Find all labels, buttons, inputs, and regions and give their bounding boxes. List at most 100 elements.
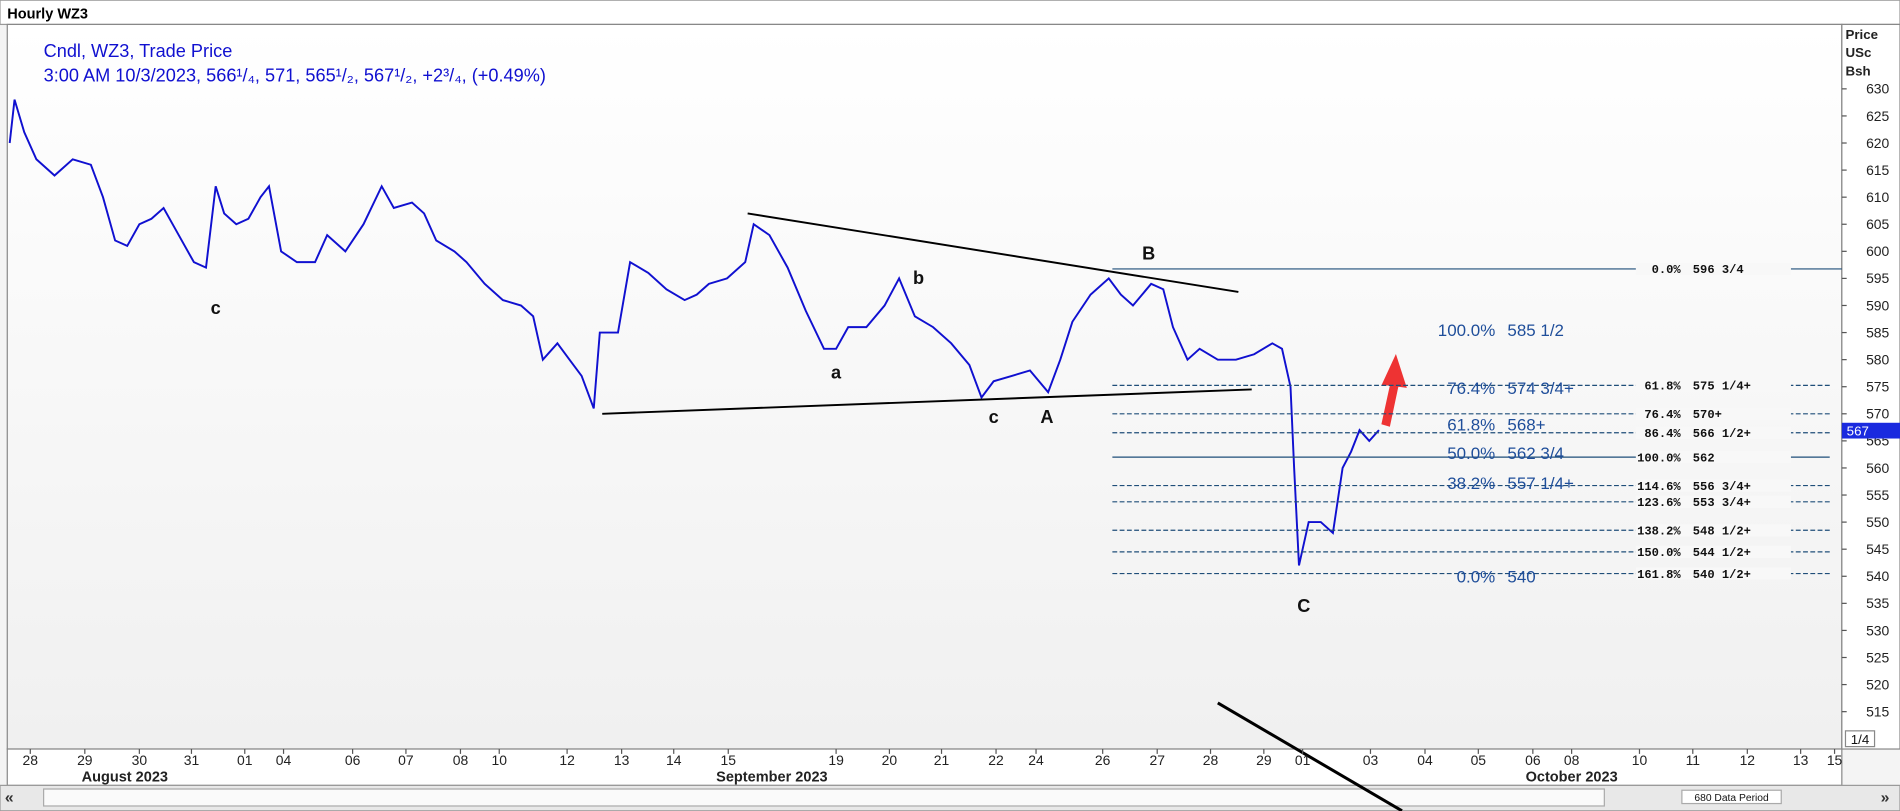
fib-pct: 86.4% [1644, 427, 1681, 441]
zoom-box[interactable] [1844, 730, 1876, 748]
x-tick-label: 12 [559, 752, 575, 768]
fib-pct: 61.8% [1644, 380, 1681, 394]
plot-area [6, 23, 1843, 750]
fib-label-bg [1635, 426, 1791, 439]
wave-label: c [989, 407, 999, 427]
fib-label-bg [1635, 545, 1791, 558]
y-tick-label: 570 [1866, 406, 1889, 422]
y-tick-label: 585 [1866, 324, 1889, 340]
fib-price: 566 1/2+ [1693, 427, 1751, 441]
x-tick-label: 26 [1095, 752, 1111, 768]
y-tick-label: 525 [1866, 649, 1889, 665]
fib-retr-price: 585 1/2 [1507, 321, 1564, 340]
fib-retr-price: 574 3/4+ [1507, 379, 1574, 398]
fib-retr-price: 568+ [1507, 416, 1545, 435]
fib-label-bg [1635, 407, 1791, 420]
month-label: October 2023 [1526, 770, 1618, 786]
y-tick-label: 535 [1866, 595, 1889, 611]
scroll-thumb[interactable] [43, 788, 1605, 807]
y-axis-label: Bsh [1845, 63, 1870, 78]
fib-retr-pct: 0.0% [1457, 567, 1496, 586]
fib-label-bg [1635, 479, 1791, 492]
y-axis-area [1841, 23, 1900, 750]
y-tick-label: 590 [1866, 297, 1889, 313]
fib-retr-pct: 61.8% [1447, 416, 1495, 435]
x-tick-label: 24 [1028, 752, 1044, 768]
y-axis-label: USc [1845, 45, 1871, 60]
zoom[interactable]: 1/4 [1851, 732, 1870, 747]
red-arrow [1381, 354, 1407, 427]
fib-pct: 114.6% [1637, 480, 1681, 494]
wave-label: A [1040, 407, 1053, 427]
x-axis-area [6, 748, 1843, 786]
x-tick-label: 29 [1256, 752, 1272, 768]
x-tick-label: 06 [345, 752, 361, 768]
last-price-box [1841, 422, 1900, 439]
drawn-line [1217, 701, 1403, 811]
x-tick-label: 05 [1471, 752, 1487, 768]
fib-price: 596 3/4 [1693, 263, 1744, 277]
y-tick-label: 540 [1866, 568, 1889, 584]
fib-price: 570+ [1693, 408, 1722, 422]
fib-price: 575 1/4+ [1693, 380, 1751, 394]
wave-label: b [913, 268, 924, 288]
x-tick-label: 03 [1363, 752, 1379, 768]
x-tick-label: 10 [491, 752, 507, 768]
x-tick-label: 04 [1417, 752, 1433, 768]
x-tick-label: 15 [721, 752, 737, 768]
x-tick-label: 22 [988, 752, 1004, 768]
scroll-left[interactable]: « [5, 789, 14, 806]
y-tick-label: 600 [1866, 243, 1889, 259]
fib-pct: 150.0% [1637, 546, 1681, 560]
fib-pct: 0.0% [1652, 263, 1682, 277]
x-tick-label: 31 [184, 752, 200, 768]
month-label: August 2023 [82, 770, 168, 786]
footer-box [1681, 789, 1782, 805]
y-tick-label: 520 [1866, 676, 1889, 692]
x-tick-label: 20 [882, 752, 898, 768]
fib-retr-price: 540 [1507, 567, 1535, 586]
y-tick-label: 555 [1866, 487, 1889, 503]
x-tick-label: 28 [1203, 752, 1219, 768]
month-label: September 2023 [716, 770, 827, 786]
y-axis-label: Price [1845, 27, 1878, 42]
fib-price: 562 [1693, 451, 1715, 465]
fib-pct: 100.0% [1637, 451, 1681, 465]
fib-label-bg [1635, 262, 1791, 275]
y-tick-label: 630 [1866, 81, 1889, 97]
fib-price: 540 1/2+ [1693, 568, 1751, 582]
wave-label: c [211, 298, 221, 318]
chart-title: Hourly WZ3 [7, 6, 88, 22]
fib-pct: 161.8% [1637, 568, 1681, 582]
x-tick-label: 21 [934, 752, 950, 768]
x-tick-label: 01 [237, 752, 253, 768]
y-tick-label: 615 [1866, 162, 1889, 178]
fib-pct: 123.6% [1637, 496, 1681, 510]
fib-retr-pct: 38.2% [1447, 474, 1495, 493]
x-tick-label: 15 [1827, 752, 1843, 768]
y-tick-label: 610 [1866, 189, 1889, 205]
price-line [8, 99, 1380, 566]
x-tick-label: 06 [1525, 752, 1541, 768]
title-bar [0, 0, 1900, 26]
fib-retr-price: 562 3/4 [1507, 444, 1564, 463]
fib-price: 548 1/2+ [1693, 524, 1751, 538]
x-tick-label: 10 [1632, 752, 1648, 768]
x-tick-label: 04 [276, 752, 292, 768]
trendline [602, 388, 1252, 415]
y-tick-label: 550 [1866, 514, 1889, 530]
scroll-right[interactable]: » [1881, 789, 1890, 806]
y-tick-label: 515 [1866, 704, 1889, 720]
x-tick-label: 12 [1740, 752, 1756, 768]
fib-retr-price: 557 1/4+ [1507, 474, 1574, 493]
x-tick-label: 07 [398, 752, 414, 768]
trendline [747, 212, 1239, 293]
footer: 680 Data Period [1694, 793, 1769, 804]
legend-line1: Cndl, WZ3, Trade Price [44, 41, 233, 61]
y-tick-label: 530 [1866, 622, 1889, 638]
y-tick-label: 545 [1866, 541, 1889, 557]
y-tick-label: 620 [1866, 135, 1889, 151]
y-tick-label: 560 [1866, 460, 1889, 476]
y-tick-label: 605 [1866, 216, 1889, 232]
